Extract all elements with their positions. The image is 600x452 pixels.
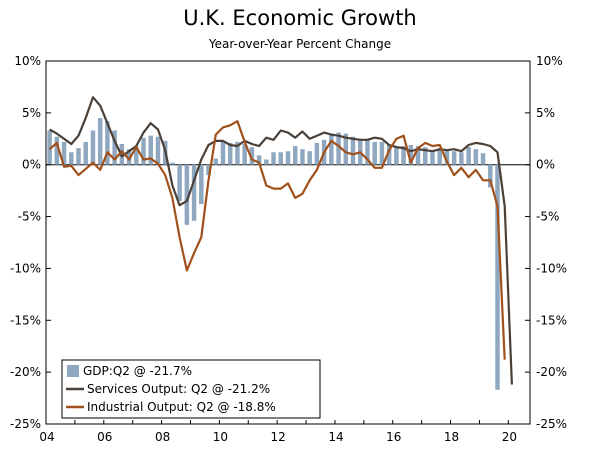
y-tick-label-left: -10% (10, 261, 41, 275)
gdp-bar (235, 141, 240, 165)
x-tick-label: 16 (386, 430, 401, 444)
gdp-bar (191, 164, 197, 221)
gdp-bar (90, 130, 96, 165)
y-tick-label-right: 0% (536, 158, 555, 172)
y-tick-label-left: 0% (22, 158, 41, 172)
y-tick-label-left: 5% (22, 106, 41, 120)
gdp-bar (430, 150, 435, 165)
x-tick-label: 12 (271, 430, 286, 444)
x-tick-label: 06 (97, 430, 112, 444)
gdp-bar (155, 136, 161, 165)
gdp-bar (307, 151, 312, 165)
y-tick-label-left: 10% (14, 54, 41, 68)
gdp-bar (227, 142, 233, 165)
gdp-bar (415, 146, 421, 165)
gdp-bar (264, 159, 269, 165)
gdp-bar (271, 152, 276, 165)
gdp-bar (278, 152, 284, 165)
gdp-bar (300, 149, 305, 165)
gdp-bar (148, 135, 153, 165)
gdp-bar (97, 118, 103, 165)
gdp-bar (437, 149, 442, 165)
x-tick-label: 10 (213, 430, 228, 444)
gdp-bar (126, 149, 132, 165)
gdp-bar (199, 164, 204, 205)
y-tick-label-right: -5% (536, 210, 559, 224)
gdp-bar (54, 136, 60, 165)
gdp-bar (134, 146, 139, 165)
gdp-bar (336, 132, 341, 165)
y-tick-label-left: -15% (10, 313, 41, 327)
gdp-bar (495, 164, 500, 390)
gdp-bar (184, 164, 190, 225)
legend-box (61, 359, 321, 419)
y-tick-label-right: 10% (536, 54, 563, 68)
gdp-bar (386, 145, 392, 165)
services-output-line (49, 96, 513, 385)
industrial-output-line (48, 120, 506, 360)
y-tick-label-right: -20% (536, 365, 567, 379)
gdp-bar (480, 153, 486, 165)
y-tick-label-right: -10% (536, 261, 567, 275)
x-tick-label: 20 (502, 430, 517, 444)
chart-title: U.K. Economic Growth (183, 6, 417, 30)
gdp-bar (177, 164, 182, 202)
gdp-bar (285, 151, 291, 165)
gdp-bar (83, 141, 88, 165)
gdp-bar (249, 147, 255, 165)
gdp-bar (329, 133, 334, 165)
y-tick-label-right: -15% (536, 313, 567, 327)
gdp-bar (105, 121, 110, 165)
gdp-bar (47, 130, 52, 165)
gdp-bar (206, 164, 211, 176)
gdp-bar (401, 146, 406, 165)
gdp-bar (394, 147, 399, 165)
gdp-bar (69, 152, 74, 165)
gdp-bar (365, 139, 370, 165)
legend-gdp-label: GDP:Q2 @ -21.7% (83, 364, 192, 378)
y-tick-label-right: 5% (536, 106, 555, 120)
y-tick-label-left: -25% (10, 417, 41, 431)
plot-frame (45, 60, 531, 425)
legend-services-label: Services Output: Q2 @ -21.2% (87, 382, 270, 396)
gdp-bar (423, 147, 428, 165)
gdp-bar (256, 155, 262, 165)
gdp-bar (350, 136, 356, 165)
gdp-bar (466, 147, 471, 165)
gdp-bar (444, 150, 450, 165)
gdp-bar (76, 148, 81, 165)
x-tick-label: 18 (444, 430, 459, 444)
gdp-bar (170, 162, 175, 165)
gdp-bar (141, 137, 146, 165)
legend-industrial-label: Industrial Output: Q2 @ -18.8% (87, 400, 276, 414)
gdp-bar (459, 152, 464, 165)
gdp-bar (379, 141, 385, 165)
gdp-bar (451, 151, 457, 165)
gdp-bar (488, 164, 493, 188)
gdp-bar (343, 133, 349, 165)
x-tick-label: 04 (39, 430, 54, 444)
chart-subtitle: Year-over-Year Percent Change (208, 37, 392, 51)
gdp-bar (61, 141, 67, 165)
gdp-bar (314, 142, 320, 165)
gdp-bar (220, 140, 226, 165)
gdp-bar (372, 141, 377, 165)
x-tick-label: 08 (155, 430, 170, 444)
gdp-bar (242, 143, 247, 165)
x-tick-label: 14 (328, 430, 343, 444)
gdp-bar (473, 149, 479, 165)
legend-gdp-swatch (67, 365, 79, 377)
gdp-bar (213, 158, 219, 165)
y-tick-label-right: -25% (536, 417, 567, 431)
gdp-bar (112, 130, 117, 165)
gdp-bar (292, 146, 298, 165)
y-tick-label-left: -20% (10, 365, 41, 379)
gdp-bar (408, 145, 414, 165)
y-tick-label-left: -5% (18, 210, 41, 224)
